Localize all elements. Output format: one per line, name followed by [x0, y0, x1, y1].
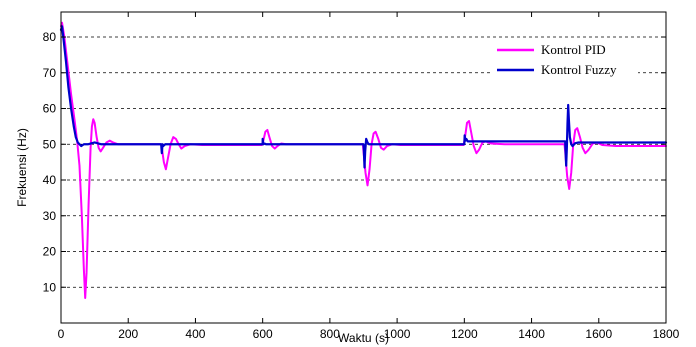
y-tick-label: 10	[43, 280, 57, 294]
y-tick-label: 80	[43, 30, 57, 44]
x-tick-label: 1200	[451, 327, 478, 341]
x-tick-label: 200	[118, 327, 138, 341]
x-tick-label: 600	[253, 327, 273, 341]
y-tick-label: 70	[43, 66, 57, 80]
legend-label-pid: Kontrol PID	[541, 42, 606, 57]
x-axis-title: Waktu (s)	[338, 331, 389, 345]
x-tick-label: 800	[320, 327, 340, 341]
series-lines	[59, 21, 668, 299]
y-tick-label: 20	[43, 245, 57, 259]
y-tick-label: 50	[43, 137, 57, 151]
legend-background	[492, 38, 638, 84]
legend: Kontrol PID Kontrol Fuzzy	[492, 38, 638, 84]
series-line-fuzzy	[59, 25, 668, 169]
x-tick-label: 0	[58, 327, 65, 341]
y-tick-label: 40	[43, 173, 57, 187]
x-tick-label: 1000	[384, 327, 411, 341]
y-tick-label: 30	[43, 209, 57, 223]
y-tick-label: 60	[43, 102, 57, 116]
plot-frame	[60, 11, 667, 324]
legend-label-fuzzy: Kontrol Fuzzy	[541, 62, 617, 77]
x-tick-label: 1600	[585, 327, 612, 341]
x-tick-label: 400	[185, 327, 205, 341]
x-tick-label: 1400	[518, 327, 545, 341]
x-tick-label: 1800	[653, 327, 680, 341]
y-axis-title: Frekuensi (Hz)	[15, 128, 29, 207]
